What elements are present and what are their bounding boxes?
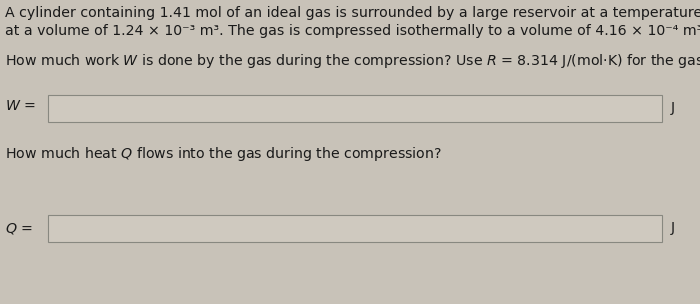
Text: $Q$ =: $Q$ = xyxy=(5,220,33,236)
FancyBboxPatch shape xyxy=(48,215,662,242)
Text: $W$ =: $W$ = xyxy=(5,99,36,113)
Text: How much heat $Q$ flows into the gas during the compression?: How much heat $Q$ flows into the gas dur… xyxy=(5,145,442,163)
Text: at a volume of 1.24 × 10⁻³ m³. The gas is compressed isothermally to a volume of: at a volume of 1.24 × 10⁻³ m³. The gas i… xyxy=(5,24,700,38)
FancyBboxPatch shape xyxy=(48,95,662,122)
Text: A cylinder containing 1.41 mol of an ideal gas is surrounded by a large reservoi: A cylinder containing 1.41 mol of an ide… xyxy=(5,6,700,20)
Text: J: J xyxy=(671,101,675,115)
Text: How much work $W$ is done by the gas during the compression? Use $R$ = 8.314 J/(: How much work $W$ is done by the gas dur… xyxy=(5,52,700,70)
Text: J: J xyxy=(671,221,675,235)
